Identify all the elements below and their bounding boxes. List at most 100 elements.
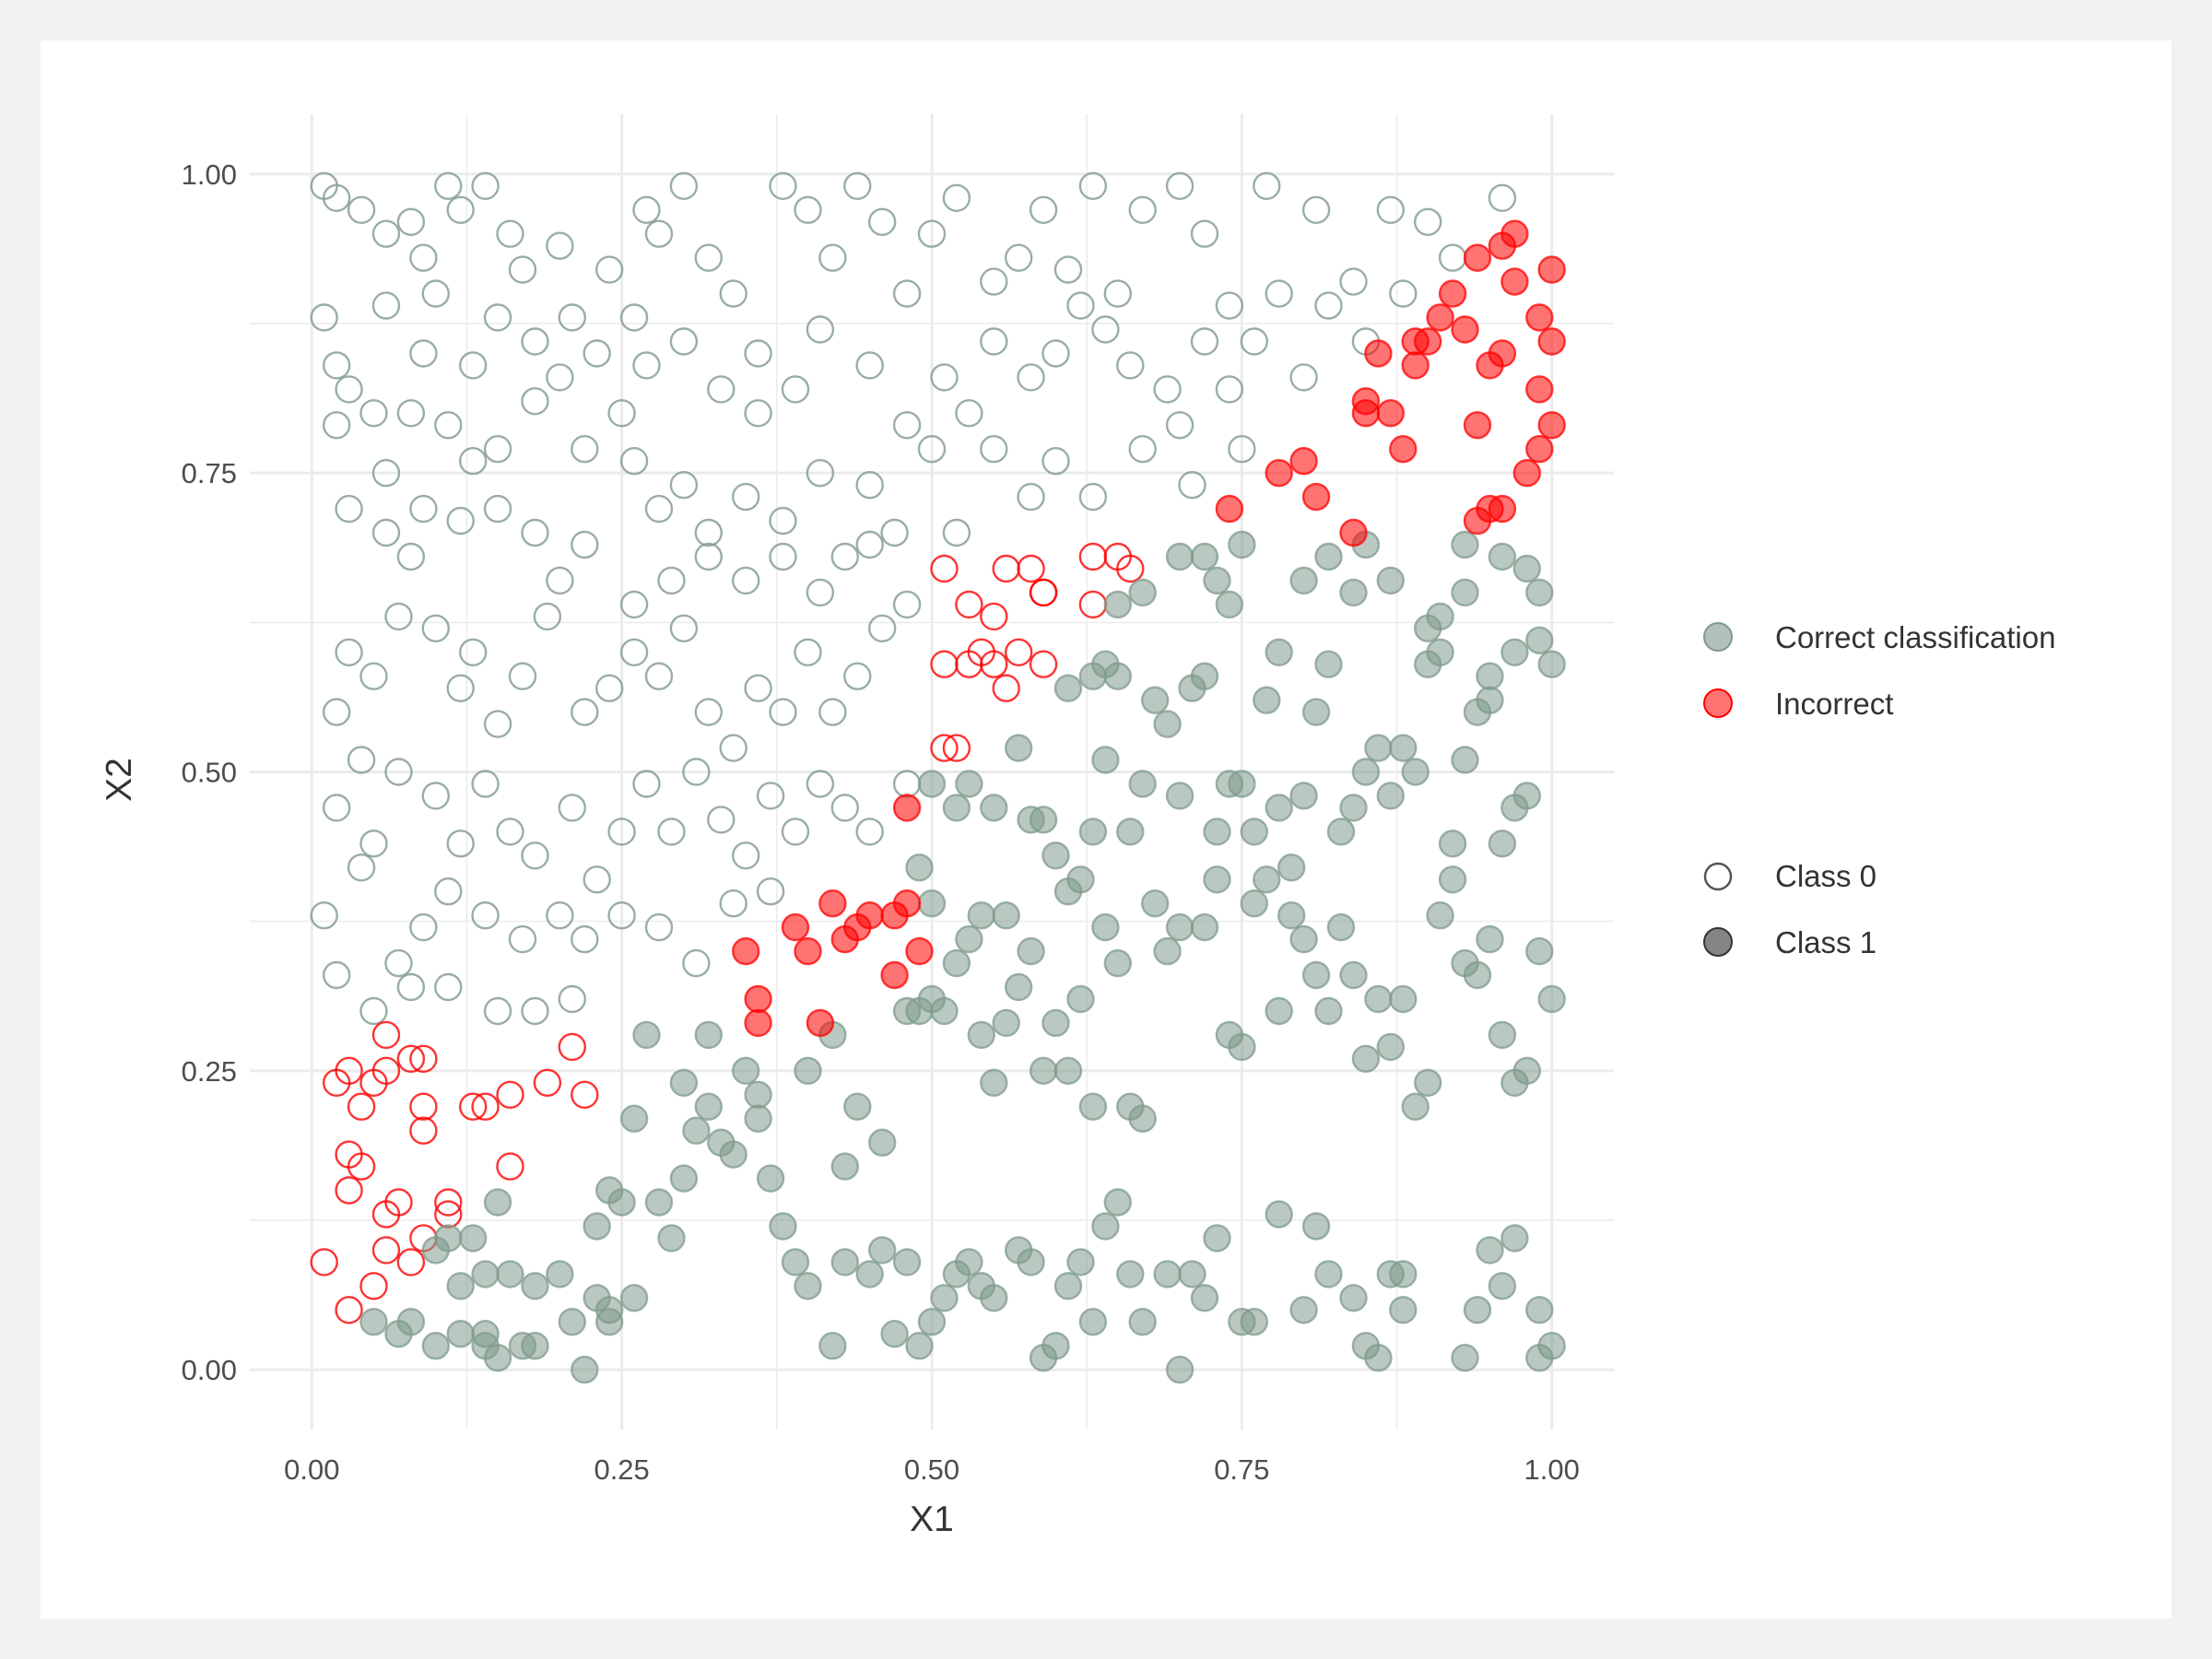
point-class-1-correct [1265, 638, 1293, 666]
point-class-0-incorrect [409, 1092, 438, 1121]
point-class-1-correct [1004, 972, 1033, 1002]
point-class-0-correct [384, 758, 413, 786]
point-class-1-incorrect [880, 960, 909, 990]
point-class-0-incorrect [533, 1068, 562, 1098]
point-class-0-correct [409, 339, 438, 368]
point-class-0-correct [446, 830, 475, 858]
point-class-0-correct [323, 960, 351, 990]
point-class-0-correct [446, 195, 475, 225]
point-class-1-correct [582, 1212, 611, 1241]
point-class-1-correct [781, 1248, 810, 1277]
point-class-1-correct [446, 1319, 475, 1348]
point-class-0-correct [1190, 219, 1219, 248]
point-class-1-correct [1128, 770, 1157, 798]
point-class-0-correct [409, 494, 438, 524]
point-class-0-correct [1091, 315, 1120, 344]
point-class-0-correct [632, 195, 661, 225]
point-class-1-correct [1203, 566, 1231, 595]
point-class-0-correct [1215, 375, 1244, 404]
point-class-1-correct [1103, 948, 1133, 978]
point-class-1-incorrect [818, 889, 847, 918]
point-class-1-correct [942, 948, 971, 978]
point-class-1-incorrect [1339, 518, 1368, 547]
point-class-1-correct [1265, 1200, 1293, 1229]
point-class-1-correct [1203, 1224, 1231, 1253]
point-class-0-correct [694, 542, 723, 571]
point-class-0-correct [719, 734, 747, 762]
point-class-0-correct [521, 518, 549, 547]
point-class-0-correct [483, 710, 512, 738]
point-class-0-correct [694, 518, 723, 547]
point-class-0-correct [669, 614, 699, 642]
point-class-0-correct [359, 662, 388, 690]
point-class-1-correct [1240, 818, 1269, 846]
point-class-0-correct [619, 447, 649, 476]
point-class-0-correct [582, 339, 611, 368]
legend: Correct classification Incorrect Class 0… [1703, 620, 2055, 959]
point-class-0-correct [769, 542, 797, 571]
point-class-0-correct [459, 351, 488, 380]
point-class-1-incorrect [1537, 411, 1566, 440]
point-class-0-correct [855, 471, 884, 500]
point-class-1-incorrect [1438, 279, 1467, 308]
point-class-1-correct [1017, 1248, 1045, 1277]
point-class-0-incorrect [992, 554, 1020, 583]
point-class-1-correct [1116, 818, 1145, 846]
point-class-1-correct [830, 1152, 859, 1181]
point-class-0-correct [1053, 255, 1083, 284]
point-class-1-correct [1289, 1296, 1318, 1324]
point-class-0-correct [830, 794, 859, 822]
point-class-1-incorrect [744, 984, 772, 1014]
point-class-1-incorrect [1265, 459, 1293, 488]
point-class-1-correct [446, 1272, 475, 1300]
point-class-0-correct [732, 841, 760, 870]
point-class-0-correct [744, 399, 772, 428]
y-tick-label: 0.50 [182, 757, 237, 789]
point-class-1-correct [855, 1260, 884, 1288]
point-class-1-correct [1091, 746, 1120, 774]
point-class-1-correct [682, 1116, 711, 1145]
legend-key-incorrect [1703, 688, 1733, 718]
point-class-0-correct [917, 219, 947, 248]
point-class-0-incorrect [335, 1296, 363, 1324]
point-class-0-incorrect [409, 1116, 438, 1145]
point-class-1-correct [1128, 578, 1157, 607]
point-class-1-correct [1451, 746, 1479, 774]
y-axis-title: X2 [100, 758, 139, 802]
point-class-1-correct [694, 1020, 723, 1050]
point-class-0-incorrect [558, 1032, 586, 1062]
point-class-1-incorrect [1537, 327, 1566, 356]
point-class-1-correct [1253, 686, 1281, 714]
point-class-1-correct [1190, 542, 1219, 571]
point-class-0-incorrect [930, 650, 959, 678]
point-class-0-correct [582, 865, 611, 894]
point-class-1-correct [930, 1284, 959, 1312]
point-class-1-incorrect [806, 1008, 835, 1038]
point-class-1-correct [396, 1307, 426, 1336]
point-class-1-correct [967, 1020, 995, 1050]
point-class-1-correct [1053, 1056, 1083, 1086]
point-class-1-correct [1240, 1307, 1269, 1336]
point-class-1-correct [1128, 1104, 1157, 1133]
point-class-1-incorrect [781, 912, 810, 942]
point-class-0-correct [434, 411, 463, 440]
point-class-1-correct [1364, 734, 1393, 762]
point-class-1-correct [1165, 1355, 1194, 1384]
point-class-0-correct [644, 662, 674, 690]
point-class-0-correct [781, 818, 810, 846]
point-class-1-correct [1364, 984, 1393, 1014]
point-class-1-correct [1165, 542, 1194, 571]
point-class-1-correct [1351, 1044, 1381, 1074]
point-class-1-correct [905, 853, 934, 882]
point-class-0-correct [892, 411, 922, 440]
point-class-0-correct [1128, 195, 1157, 225]
point-class-0-correct [323, 794, 351, 822]
y-tick-label: 0.75 [182, 457, 237, 489]
point-class-1-correct [496, 1260, 524, 1288]
point-class-1-correct [1153, 710, 1182, 738]
point-class-1-correct [1240, 889, 1269, 918]
point-class-0-correct [855, 818, 884, 846]
point-class-0-incorrect [1078, 590, 1108, 619]
legend-label-class-1: Class 1 [1775, 925, 1877, 959]
point-class-0-correct [917, 435, 947, 464]
